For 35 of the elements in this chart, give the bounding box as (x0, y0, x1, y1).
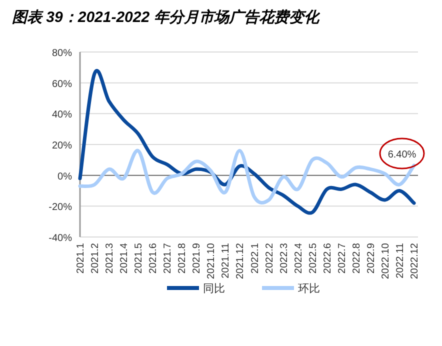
data-label: 6.40% (388, 149, 416, 160)
chart-title: 图表 39：2021-2022 年分月市场广告花费变化 (12, 8, 321, 26)
y-tick-label: -20% (48, 202, 72, 214)
x-tick-label: 2021.11 (220, 242, 232, 278)
x-tick-label: 2021.6 (148, 242, 160, 274)
x-tick-label: 2021.3 (104, 242, 116, 274)
x-tick-label: 2022.12 (410, 242, 420, 280)
x-tick-label: 2021.7 (162, 242, 174, 274)
x-tick-label: 2021.9 (192, 242, 203, 274)
x-tick-label: 2021.8 (177, 242, 188, 274)
x-tick-label: 2022.2 (264, 242, 276, 274)
x-tick-label: 2022.7 (336, 242, 348, 274)
x-tick-label: 2022.6 (322, 242, 334, 274)
y-tick-label: -40% (48, 233, 72, 244)
x-tick-label: 2022.3 (278, 242, 290, 274)
x-tick-label: 2021.10 (206, 242, 218, 280)
x-tick-label: 2021.5 (134, 242, 145, 274)
x-tick-label: 2021.12 (235, 242, 246, 280)
x-tick-label: 2022.1 (250, 242, 261, 274)
x-tick-label: 2022.11 (394, 242, 406, 278)
x-tick-label: 2022.5 (308, 242, 319, 274)
x-tick-label: 2022.4 (293, 242, 304, 274)
x-tick-label: 2022.10 (380, 242, 392, 280)
legend-label: 环比 (298, 282, 320, 295)
y-tick-label: 80% (52, 48, 72, 59)
y-tick-label: 60% (52, 78, 72, 90)
legend-label: 同比 (203, 282, 225, 295)
x-tick-label: 2021.2 (90, 242, 102, 274)
y-tick-label: 20% (52, 140, 72, 152)
x-tick-label: 2021.1 (76, 242, 86, 274)
y-tick-label: 40% (52, 110, 72, 121)
y-tick-label: 0% (58, 171, 72, 182)
x-tick-label: 2022.9 (366, 242, 377, 274)
x-tick-label: 2022.8 (351, 242, 362, 274)
x-tick-label: 2021.4 (119, 242, 130, 274)
